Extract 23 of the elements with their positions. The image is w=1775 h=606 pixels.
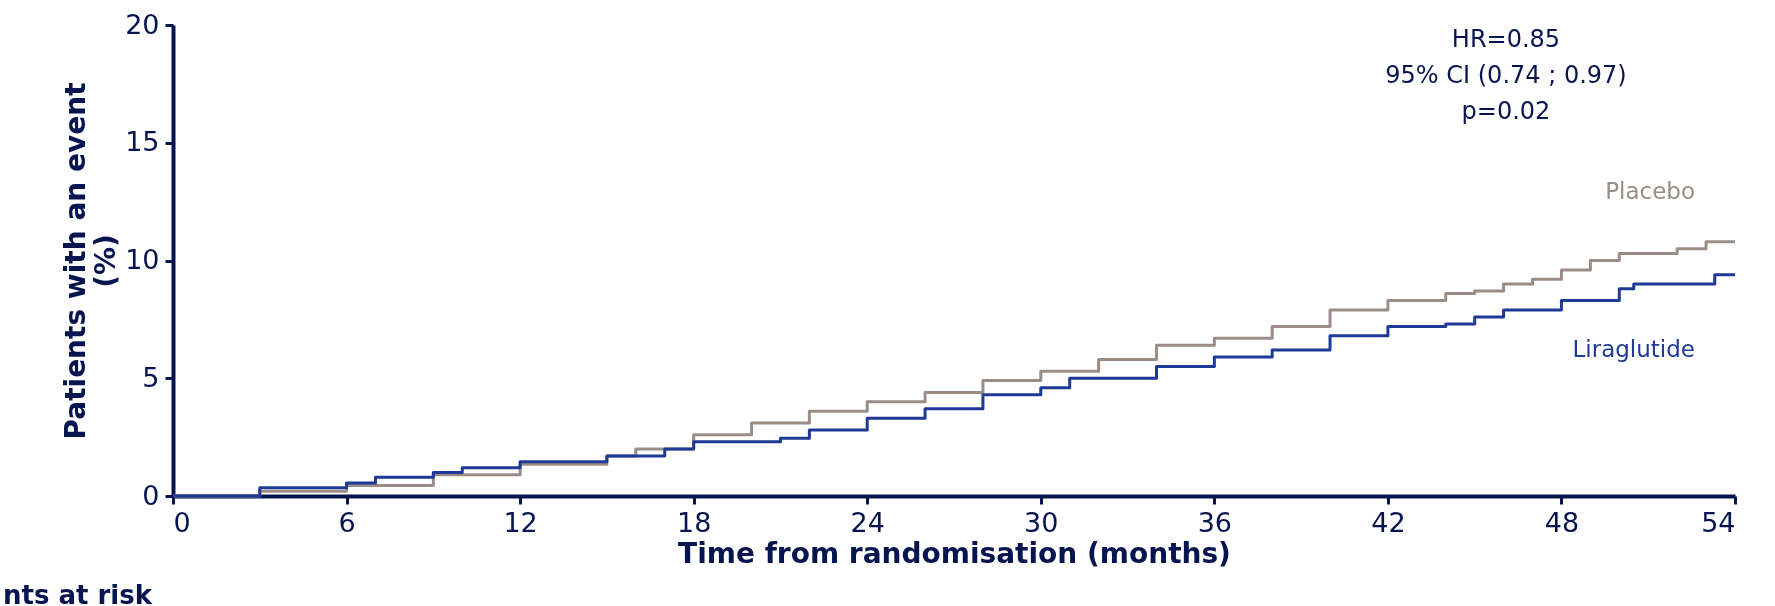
y-tick-label: 0 xyxy=(142,479,160,511)
x-tick-label: 42 xyxy=(1371,506,1406,538)
series-label: Liraglutide xyxy=(1572,335,1695,362)
x-tick-label: 12 xyxy=(503,506,538,538)
x-tick-label: 48 xyxy=(1544,506,1580,538)
x-tick-label: 36 xyxy=(1197,506,1233,538)
x-tick-label: 18 xyxy=(676,506,712,538)
y-tick-label: 10 xyxy=(125,244,160,275)
y-tick-label: 15 xyxy=(125,126,160,158)
annotation: HR=0.85 xyxy=(1451,25,1561,53)
x-tick-label: 24 xyxy=(850,506,885,538)
annotation: p=0.02 xyxy=(1461,97,1551,125)
text: nts at risk xyxy=(3,580,153,606)
x-axis-title: Time from randomisation (months) xyxy=(678,536,1231,570)
annotation: 95% CI (0.74 ; 0.97) xyxy=(1385,61,1627,89)
series-label: Placebo xyxy=(1605,177,1695,204)
y-tick-label: 20 xyxy=(125,8,160,40)
y-axis-title: Patients with an event (%) xyxy=(59,82,123,440)
x-tick-label: 0 xyxy=(173,506,191,538)
x-tick-label: 30 xyxy=(1024,506,1059,538)
x-tick-label: 54 xyxy=(1701,506,1736,538)
x-tick-label: 6 xyxy=(338,506,356,538)
y-tick-label: 5 xyxy=(142,361,160,393)
